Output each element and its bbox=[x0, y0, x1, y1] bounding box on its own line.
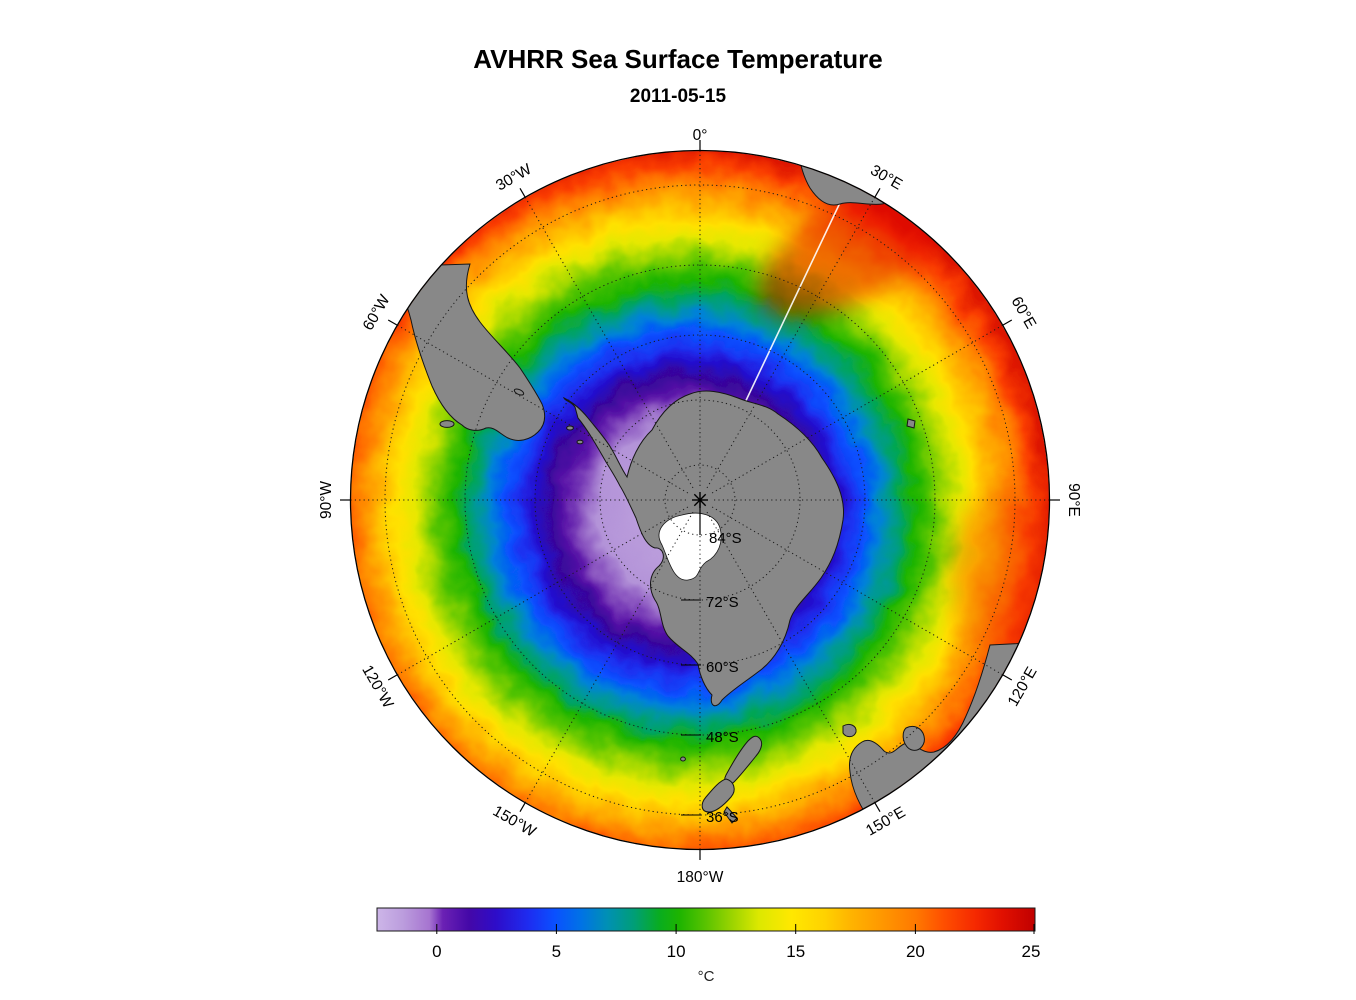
peninsula-islet-2 bbox=[576, 439, 584, 445]
page-title: AVHRR Sea Surface Temperature bbox=[473, 44, 883, 74]
colorbar-tick-15: 15 bbox=[786, 942, 805, 961]
meridian-label-90w: 90°W bbox=[318, 481, 335, 519]
meridian-label-180: 180°W bbox=[677, 869, 724, 886]
date-subtitle: 2011-05-15 bbox=[629, 86, 727, 107]
falkland-islands bbox=[439, 420, 455, 428]
meridian-edge-ticks bbox=[340, 140, 1060, 860]
meridian-label-0: 0° bbox=[693, 127, 708, 144]
meridian-label-60w: 60°W bbox=[360, 292, 394, 334]
parallel-36s bbox=[384, 184, 1016, 816]
parallel-60s bbox=[534, 334, 866, 666]
graticule bbox=[351, 151, 1049, 849]
map-boundary-circle bbox=[349, 149, 1051, 851]
meridian-label-120w: 120°W bbox=[358, 662, 396, 711]
colorbar-tick-5: 5 bbox=[552, 942, 561, 961]
parallel-ticks bbox=[681, 599, 701, 816]
meridian-label-60e: 60°E bbox=[1008, 294, 1040, 332]
meridian-label-120e: 120°E bbox=[1005, 664, 1041, 709]
meridian-150w bbox=[525, 511, 694, 803]
colorbar-tick-10: 10 bbox=[667, 942, 686, 961]
africa-land bbox=[797, 151, 919, 206]
meridian-label-30e: 30°E bbox=[867, 162, 905, 194]
new-zealand-north-island bbox=[701, 778, 738, 824]
meridian-60e bbox=[711, 325, 1003, 494]
meridian-30e bbox=[706, 197, 875, 489]
colorbar-ticks bbox=[436, 924, 1035, 934]
parallel-label-84s: 84°S bbox=[709, 530, 742, 547]
meridian-120e bbox=[711, 506, 1003, 675]
meridian-label-90e: 90°E bbox=[1065, 483, 1082, 517]
south-georgia-island bbox=[513, 388, 525, 396]
meridian-label-150w: 150°W bbox=[490, 803, 539, 841]
meridian-120w bbox=[397, 506, 689, 675]
sst-field bbox=[351, 151, 1049, 849]
colorbar-gradient-bar bbox=[376, 907, 1036, 932]
colorbar-tick-20: 20 bbox=[906, 942, 925, 961]
ross-ice-shelf-nodata-patch bbox=[658, 512, 722, 581]
parallel-label-48s: 48°S bbox=[706, 729, 739, 746]
south-america-land bbox=[351, 263, 546, 441]
colorbar-unit-label: °C bbox=[698, 968, 715, 985]
parallel-label-36s: 36°S bbox=[706, 809, 739, 826]
meridian-label-150e: 150°E bbox=[863, 804, 908, 840]
parallel-label-72s: 72°S bbox=[706, 594, 739, 611]
meridian-label-30w: 30°W bbox=[493, 161, 535, 195]
colorbar-tick-25: 25 bbox=[1022, 942, 1041, 961]
tasmania-island bbox=[902, 725, 925, 751]
kangaroo-island bbox=[842, 723, 857, 738]
peninsula-islet-1 bbox=[566, 425, 574, 431]
meridian-60w bbox=[397, 325, 689, 494]
parallel-84s bbox=[664, 464, 736, 536]
parallel-label-60s: 60°S bbox=[706, 659, 739, 676]
colorbar: 0 5 10 15 20 25 °C bbox=[376, 907, 1041, 985]
kerguelen-island bbox=[906, 418, 916, 429]
parallel-72s bbox=[599, 399, 801, 601]
meridian-150e bbox=[706, 511, 875, 803]
pole-asterisk-marker bbox=[692, 492, 708, 535]
colorbar-tick-0: 0 bbox=[432, 942, 441, 961]
small-islet bbox=[680, 756, 686, 762]
meridian-30w bbox=[525, 197, 694, 489]
